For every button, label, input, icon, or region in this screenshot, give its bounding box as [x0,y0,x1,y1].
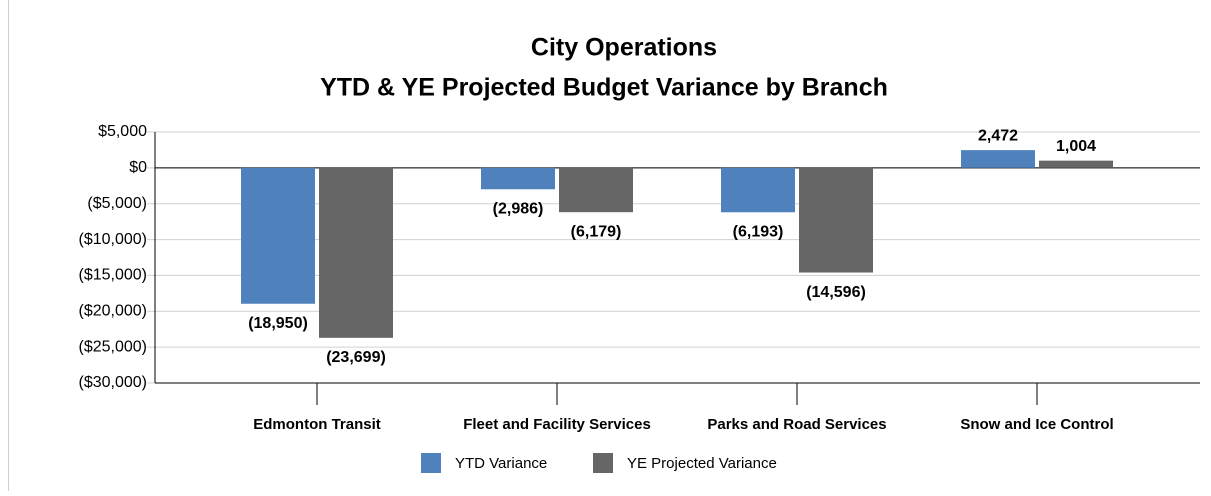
x-tick-label: Fleet and Facility Services [463,416,651,433]
bar [319,167,393,338]
y-tick-label: ($30,000) [79,374,148,391]
data-label: (6,179) [571,223,622,240]
data-label: (14,596) [806,284,866,301]
legend-label: YTD Variance [455,455,547,472]
bar [799,167,873,273]
x-tick-label: Parks and Road Services [707,416,886,433]
data-label: (18,950) [248,315,308,332]
bar [241,167,315,304]
data-label: (23,699) [326,349,386,366]
y-tick-label: ($5,000) [87,195,147,212]
data-label: 1,004 [1056,138,1096,155]
bar [481,167,555,190]
data-label: (2,986) [493,200,544,217]
x-tick-label: Snow and Ice Control [960,416,1113,433]
legend-swatch [421,453,441,473]
bar [961,150,1035,168]
y-tick-label: ($10,000) [79,231,148,248]
data-label: (6,193) [733,223,784,240]
y-tick-label: ($20,000) [79,303,148,320]
chart-title: City Operations [531,34,717,62]
bar [559,167,633,213]
bar [1039,160,1113,168]
chart-title: YTD & YE Projected Budget Variance by Br… [320,74,888,102]
bar [721,167,795,213]
y-tick-label: ($15,000) [79,267,148,284]
y-tick-label: $5,000 [98,123,147,140]
y-tick-label: ($25,000) [79,338,148,355]
data-label: 2,472 [978,127,1018,144]
legend-label: YE Projected Variance [627,455,777,472]
x-tick-label: Edmonton Transit [253,416,381,433]
y-tick-label: $0 [129,159,147,176]
legend-swatch [593,453,613,473]
